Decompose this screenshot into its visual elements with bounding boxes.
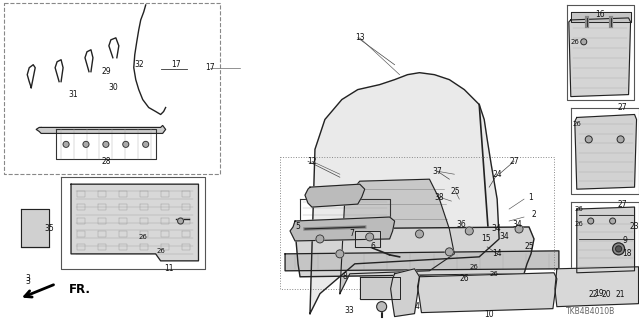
Polygon shape	[355, 231, 380, 247]
Circle shape	[365, 233, 374, 241]
Circle shape	[103, 141, 109, 147]
Text: 5: 5	[296, 222, 300, 231]
Circle shape	[585, 136, 592, 143]
Text: 8: 8	[342, 272, 347, 281]
Circle shape	[377, 302, 387, 312]
Polygon shape	[340, 179, 454, 294]
Polygon shape	[569, 18, 630, 97]
Circle shape	[580, 39, 587, 45]
Polygon shape	[360, 277, 399, 299]
Text: 13: 13	[355, 33, 365, 42]
Text: 26: 26	[138, 234, 147, 240]
Text: 25: 25	[524, 242, 534, 252]
Text: 28: 28	[101, 157, 111, 166]
Text: 34: 34	[499, 232, 509, 242]
Text: 3: 3	[26, 277, 31, 286]
Text: 26: 26	[572, 122, 581, 127]
Text: 20: 20	[602, 290, 611, 299]
Circle shape	[616, 246, 621, 252]
Text: 10: 10	[484, 310, 494, 319]
Text: 31: 31	[68, 90, 78, 99]
Text: 26: 26	[574, 206, 583, 212]
Circle shape	[83, 141, 89, 147]
Circle shape	[316, 235, 324, 243]
Polygon shape	[290, 217, 395, 241]
Text: 26: 26	[156, 248, 165, 254]
Polygon shape	[71, 184, 198, 261]
Polygon shape	[305, 184, 365, 207]
Text: 34: 34	[492, 224, 501, 234]
Polygon shape	[310, 73, 499, 314]
Circle shape	[123, 141, 129, 147]
Text: 17: 17	[171, 60, 180, 69]
Circle shape	[612, 243, 625, 255]
Text: 16: 16	[595, 11, 605, 20]
Circle shape	[415, 230, 424, 238]
Polygon shape	[295, 227, 534, 277]
Circle shape	[63, 141, 69, 147]
Text: 6: 6	[371, 242, 375, 252]
Polygon shape	[555, 267, 639, 307]
Text: 11: 11	[164, 264, 173, 273]
Circle shape	[515, 225, 523, 233]
Circle shape	[445, 248, 453, 256]
Polygon shape	[417, 273, 557, 313]
Text: 21: 21	[616, 290, 625, 299]
Text: 7: 7	[349, 229, 354, 238]
Circle shape	[610, 218, 616, 224]
Text: 1: 1	[529, 193, 533, 202]
Circle shape	[588, 218, 594, 224]
Circle shape	[177, 218, 184, 224]
Text: 12: 12	[307, 157, 317, 166]
Circle shape	[336, 250, 344, 258]
Text: 26: 26	[470, 264, 479, 270]
Text: 4: 4	[415, 302, 420, 311]
Polygon shape	[36, 125, 166, 133]
Text: 25: 25	[451, 187, 460, 196]
Text: TKB4B4010B: TKB4B4010B	[566, 307, 615, 316]
Text: 23: 23	[630, 222, 639, 231]
Text: 26: 26	[570, 39, 579, 45]
Text: 32: 32	[134, 60, 143, 69]
Text: 29: 29	[101, 67, 111, 76]
Text: 30: 30	[108, 83, 118, 92]
Text: 19: 19	[594, 289, 604, 298]
Polygon shape	[21, 209, 49, 247]
Text: 27: 27	[509, 157, 519, 166]
Text: 18: 18	[622, 249, 631, 258]
Polygon shape	[285, 251, 559, 271]
Circle shape	[143, 141, 148, 147]
Text: 22: 22	[589, 290, 598, 299]
Polygon shape	[571, 12, 630, 22]
Text: 34: 34	[512, 220, 522, 228]
Circle shape	[465, 227, 473, 235]
Polygon shape	[575, 115, 637, 189]
Text: 9: 9	[622, 236, 627, 245]
Text: 27: 27	[618, 103, 627, 112]
Text: 26: 26	[460, 274, 469, 283]
Text: 37: 37	[433, 167, 442, 176]
Polygon shape	[577, 207, 634, 273]
Text: 14: 14	[492, 249, 502, 258]
Text: 33: 33	[344, 306, 354, 315]
Text: 17: 17	[205, 63, 215, 72]
Text: 35: 35	[44, 224, 54, 234]
Text: 15: 15	[481, 235, 491, 244]
Text: FR.: FR.	[69, 283, 91, 296]
Text: 2: 2	[532, 210, 536, 219]
Text: 26: 26	[574, 221, 583, 227]
Circle shape	[617, 136, 624, 143]
Text: 24: 24	[492, 170, 502, 179]
Text: 26: 26	[490, 271, 499, 277]
Polygon shape	[390, 269, 419, 316]
Text: 36: 36	[456, 220, 466, 228]
Text: 3: 3	[26, 274, 31, 283]
Text: 38: 38	[435, 193, 444, 202]
Text: 27: 27	[618, 200, 627, 209]
